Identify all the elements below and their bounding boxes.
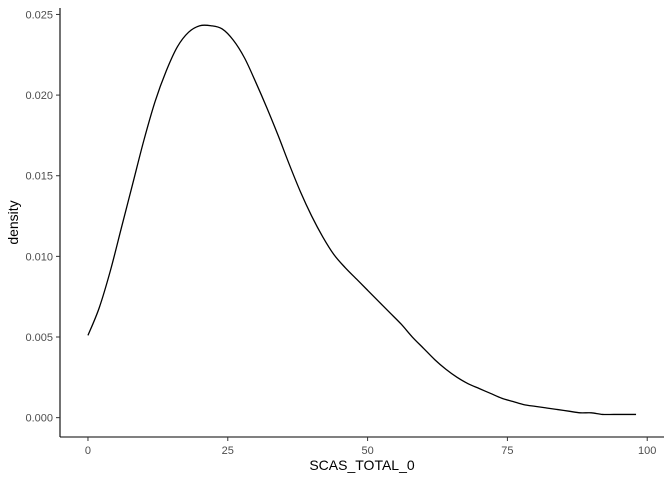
y-tick-label: 0.020	[25, 90, 53, 102]
x-tick-label: 25	[222, 445, 234, 457]
y-tick-label: 0.005	[25, 332, 53, 344]
x-tick-label: 100	[638, 445, 656, 457]
density-line	[87, 24, 637, 416]
y-tick-label: 0.015	[25, 171, 53, 183]
x-tick-label: 75	[501, 445, 513, 457]
y-axis-title: density	[5, 200, 21, 244]
x-axis-title: SCAS_TOTAL_0	[309, 457, 415, 473]
y-tick-label: 0.010	[25, 251, 53, 263]
x-tick-label: 50	[361, 445, 373, 457]
y-axis: 0.000 0.005 0.010 0.015 0.020 0.025	[25, 8, 61, 437]
y-tick-label: 0.025	[25, 9, 53, 21]
x-axis: 0 25 50 75 100	[60, 436, 664, 457]
x-tick-label: 0	[85, 445, 91, 457]
y-tick-label: 0.000	[25, 413, 53, 425]
plot-area	[87, 24, 637, 416]
